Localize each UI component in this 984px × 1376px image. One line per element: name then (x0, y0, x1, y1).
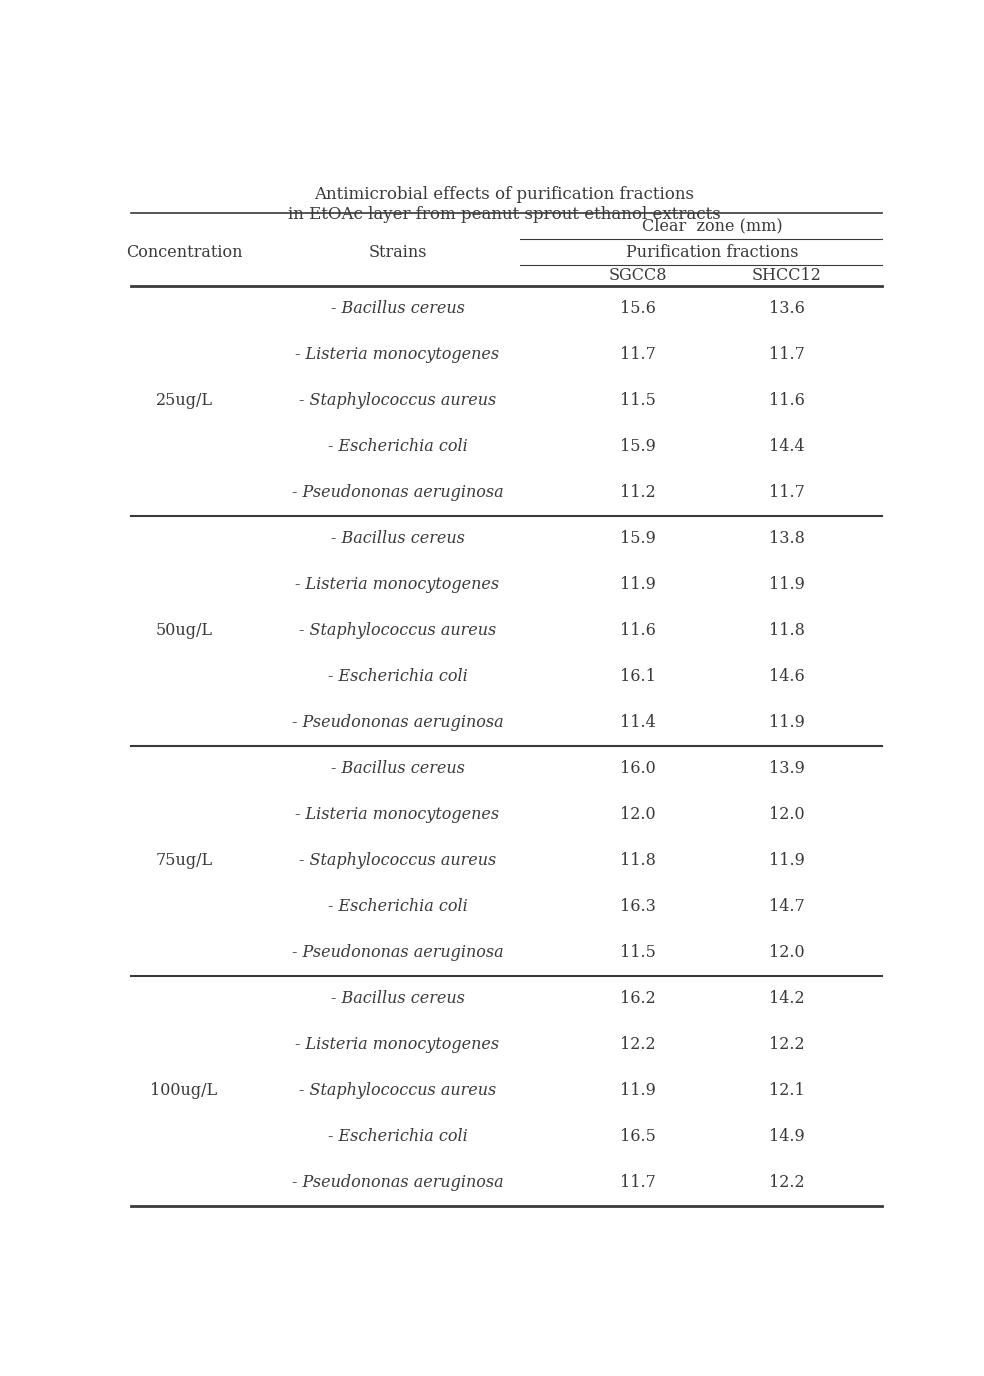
Text: SGCC8: SGCC8 (608, 267, 667, 283)
Text: 16.5: 16.5 (620, 1128, 655, 1145)
Text: 11.6: 11.6 (769, 392, 804, 410)
Text: 11.9: 11.9 (620, 1082, 655, 1099)
Text: - Escherichia coli: - Escherichia coli (328, 899, 467, 915)
Text: 14.2: 14.2 (769, 991, 804, 1007)
Text: 11.6: 11.6 (620, 622, 655, 640)
Text: - Escherichia coli: - Escherichia coli (328, 439, 467, 455)
Text: - Bacillus cereus: - Bacillus cereus (331, 991, 464, 1007)
Text: 11.8: 11.8 (620, 852, 655, 870)
Text: 11.7: 11.7 (769, 347, 804, 363)
Text: - Pseudononas aeruginosa: - Pseudononas aeruginosa (291, 484, 504, 501)
Text: 16.0: 16.0 (620, 760, 655, 777)
Text: - Pseudononas aeruginosa: - Pseudononas aeruginosa (291, 1174, 504, 1192)
Text: 12.2: 12.2 (620, 1036, 655, 1053)
Text: - Bacillus cereus: - Bacillus cereus (331, 760, 464, 777)
Text: 15.6: 15.6 (620, 300, 655, 318)
Text: 13.6: 13.6 (769, 300, 804, 318)
Text: 12.2: 12.2 (769, 1036, 804, 1053)
Text: 50ug/L: 50ug/L (155, 622, 213, 640)
Text: - Listeria monocytogenes: - Listeria monocytogenes (295, 806, 500, 823)
Text: 11.9: 11.9 (620, 577, 655, 593)
Text: 16.3: 16.3 (620, 899, 655, 915)
Text: - Staphylococcus aureus: - Staphylococcus aureus (299, 392, 496, 410)
Text: - Pseudononas aeruginosa: - Pseudononas aeruginosa (291, 714, 504, 731)
Text: 16.2: 16.2 (620, 991, 655, 1007)
Text: - Listeria monocytogenes: - Listeria monocytogenes (295, 577, 500, 593)
Text: 12.2: 12.2 (769, 1174, 804, 1192)
Text: SHCC12: SHCC12 (752, 267, 822, 283)
Text: 11.4: 11.4 (620, 714, 655, 731)
Text: 12.1: 12.1 (769, 1082, 804, 1099)
Text: - Escherichia coli: - Escherichia coli (328, 669, 467, 685)
Text: 11.9: 11.9 (769, 714, 804, 731)
Text: - Staphylococcus aureus: - Staphylococcus aureus (299, 852, 496, 870)
Text: 14.7: 14.7 (769, 899, 804, 915)
Text: 15.9: 15.9 (620, 530, 655, 548)
Text: Strains: Strains (368, 244, 427, 260)
Text: 14.4: 14.4 (769, 439, 804, 455)
Text: 11.2: 11.2 (620, 484, 655, 501)
Text: - Pseudononas aeruginosa: - Pseudononas aeruginosa (291, 944, 504, 962)
Text: 15.9: 15.9 (620, 439, 655, 455)
Text: 75ug/L: 75ug/L (155, 852, 213, 870)
Text: 100ug/L: 100ug/L (151, 1082, 217, 1099)
Text: 12.0: 12.0 (620, 806, 655, 823)
Text: 11.9: 11.9 (769, 852, 804, 870)
Text: - Staphylococcus aureus: - Staphylococcus aureus (299, 1082, 496, 1099)
Text: 25ug/L: 25ug/L (155, 392, 213, 410)
Text: - Bacillus cereus: - Bacillus cereus (331, 530, 464, 548)
Text: 16.1: 16.1 (620, 669, 655, 685)
Text: - Escherichia coli: - Escherichia coli (328, 1128, 467, 1145)
Text: 13.8: 13.8 (769, 530, 804, 548)
Text: Clear  zone (mm): Clear zone (mm) (642, 217, 782, 234)
Text: Antimicrobial effects of purification fractions
in EtOAc layer from peanut sprou: Antimicrobial effects of purification fr… (288, 186, 720, 223)
Text: 11.7: 11.7 (620, 347, 655, 363)
Text: - Bacillus cereus: - Bacillus cereus (331, 300, 464, 318)
Text: 11.8: 11.8 (769, 622, 804, 640)
Text: - Listeria monocytogenes: - Listeria monocytogenes (295, 347, 500, 363)
Text: Concentration: Concentration (126, 244, 242, 260)
Text: 11.5: 11.5 (620, 944, 655, 962)
Text: 13.9: 13.9 (769, 760, 804, 777)
Text: 12.0: 12.0 (769, 806, 804, 823)
Text: 14.6: 14.6 (769, 669, 804, 685)
Text: 14.9: 14.9 (769, 1128, 804, 1145)
Text: 11.7: 11.7 (620, 1174, 655, 1192)
Text: 11.9: 11.9 (769, 577, 804, 593)
Text: Purification fractions: Purification fractions (626, 244, 798, 260)
Text: 11.5: 11.5 (620, 392, 655, 410)
Text: - Staphylococcus aureus: - Staphylococcus aureus (299, 622, 496, 640)
Text: - Listeria monocytogenes: - Listeria monocytogenes (295, 1036, 500, 1053)
Text: 12.0: 12.0 (769, 944, 804, 962)
Text: 11.7: 11.7 (769, 484, 804, 501)
